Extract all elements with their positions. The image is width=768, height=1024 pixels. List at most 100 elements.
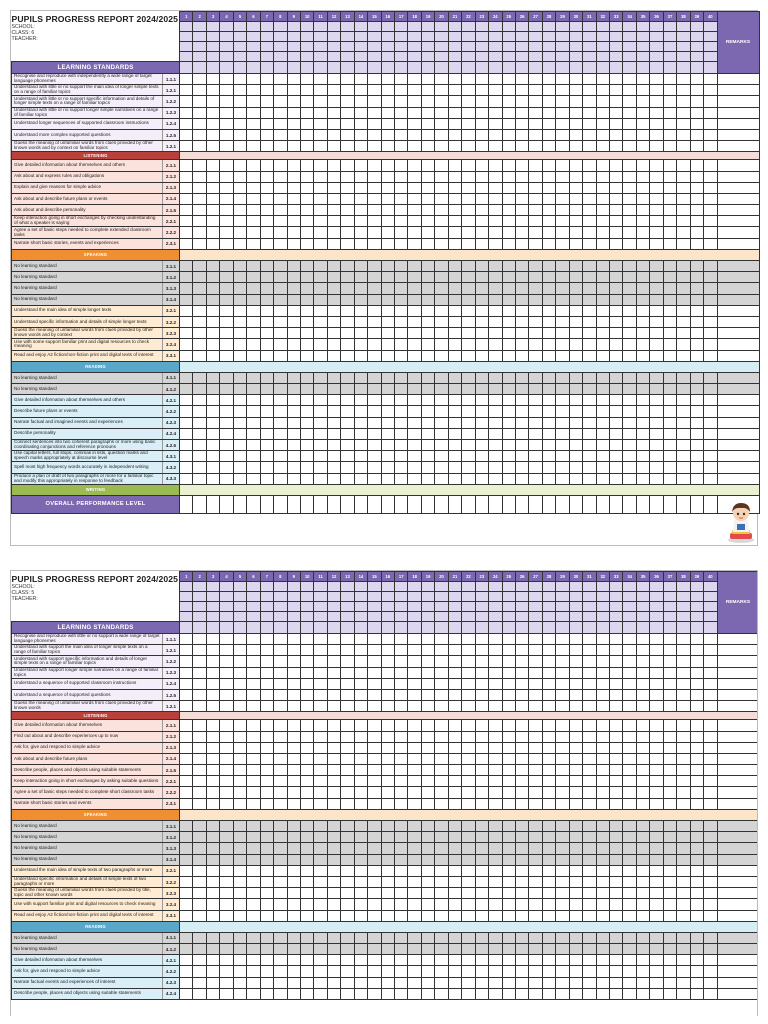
grade-cell[interactable]: [313, 461, 328, 474]
grade-cell[interactable]: [514, 204, 530, 217]
grade-cell[interactable]: [407, 730, 422, 743]
grade-cell[interactable]: [367, 666, 382, 679]
grade-cell[interactable]: [608, 887, 624, 900]
grade-cell[interactable]: [555, 797, 570, 810]
grade-cell[interactable]: [286, 304, 301, 317]
grade-cell[interactable]: [340, 954, 355, 967]
grade-cell[interactable]: [420, 666, 436, 679]
grade-cell[interactable]: [501, 170, 516, 183]
pupil-name-cell[interactable]: [541, 51, 557, 62]
grade-cell[interactable]: [313, 327, 328, 340]
grade-cell[interactable]: [662, 943, 678, 956]
remarks-cell[interactable]: [716, 666, 757, 679]
grade-cell[interactable]: [434, 786, 449, 799]
grade-cell[interactable]: [192, 117, 207, 130]
grade-cell[interactable]: [380, 259, 396, 273]
pupil-name-cell[interactable]: [514, 31, 530, 42]
pupil-name-cell[interactable]: [703, 51, 718, 62]
grade-cell[interactable]: [434, 700, 449, 713]
grade-cell[interactable]: [528, 117, 543, 130]
grade-cell[interactable]: [178, 719, 194, 732]
grade-cell[interactable]: [273, 371, 288, 385]
grade-cell[interactable]: [474, 887, 490, 900]
grade-cell[interactable]: [662, 976, 678, 989]
pupil-name-cell[interactable]: [380, 21, 396, 32]
grade-cell[interactable]: [555, 819, 570, 833]
grade-cell[interactable]: [326, 853, 342, 866]
grade-cell[interactable]: [461, 192, 476, 206]
grade-cell[interactable]: [582, 128, 597, 142]
pupil-name-cell[interactable]: [367, 21, 382, 32]
grade-cell[interactable]: [568, 472, 584, 485]
grade-cell[interactable]: [259, 170, 275, 183]
grade-cell[interactable]: [703, 304, 718, 317]
grade-cell[interactable]: [514, 461, 530, 474]
grade-cell[interactable]: [219, 95, 234, 108]
grade-cell[interactable]: [353, 192, 369, 206]
grade-cell[interactable]: [299, 95, 315, 108]
grade-cell[interactable]: [514, 117, 530, 130]
grade-cell[interactable]: [501, 338, 516, 351]
grade-cell[interactable]: [219, 315, 234, 329]
grade-cell[interactable]: [461, 730, 476, 743]
grade-cell[interactable]: [326, 128, 342, 142]
grade-cell[interactable]: [313, 677, 328, 690]
grade-cell[interactable]: [313, 226, 328, 239]
grade-cell[interactable]: [555, 215, 570, 228]
grade-cell[interactable]: [461, 170, 476, 183]
remarks-cell[interactable]: [716, 371, 760, 385]
grade-cell[interactable]: [568, 259, 584, 273]
grade-cell[interactable]: [528, 666, 543, 679]
grade-cell[interactable]: [555, 282, 570, 295]
grade-cell[interactable]: [273, 943, 288, 956]
grade-cell[interactable]: [662, 987, 678, 1001]
grade-cell[interactable]: [514, 853, 530, 866]
pupil-name-cell[interactable]: [514, 581, 530, 592]
pupil-name-cell[interactable]: [555, 581, 570, 592]
grade-cell[interactable]: [273, 644, 288, 657]
grade-cell[interactable]: [689, 427, 705, 441]
grade-cell[interactable]: [313, 819, 328, 833]
grade-cell[interactable]: [662, 293, 678, 306]
grade-cell[interactable]: [541, 898, 557, 911]
overall-level-cell[interactable]: [380, 494, 396, 514]
grade-cell[interactable]: [649, 752, 664, 766]
pupil-name-cell[interactable]: [662, 591, 678, 602]
pupil-name-cell[interactable]: [528, 61, 543, 74]
remarks-cell[interactable]: [716, 987, 757, 1001]
grade-cell[interactable]: [461, 719, 476, 732]
grade-cell[interactable]: [447, 741, 463, 754]
grade-cell[interactable]: [313, 204, 328, 217]
grade-cell[interactable]: [649, 315, 664, 329]
grade-cell[interactable]: [192, 741, 207, 754]
grade-cell[interactable]: [676, 864, 691, 877]
grade-cell[interactable]: [219, 655, 234, 668]
grade-cell[interactable]: [595, 371, 611, 385]
grade-cell[interactable]: [192, 84, 207, 97]
grade-cell[interactable]: [326, 282, 342, 295]
grade-cell[interactable]: [689, 864, 705, 877]
grade-cell[interactable]: [488, 304, 503, 317]
grade-cell[interactable]: [434, 677, 449, 690]
grade-cell[interactable]: [232, 644, 248, 657]
grade-cell[interactable]: [528, 84, 543, 97]
grade-cell[interactable]: [595, 976, 611, 989]
pupil-name-cell[interactable]: [313, 51, 328, 62]
pupil-name-cell[interactable]: [541, 611, 557, 622]
grade-cell[interactable]: [474, 204, 490, 217]
grade-cell[interactable]: [246, 271, 261, 284]
remarks-cell[interactable]: [716, 655, 757, 668]
grade-cell[interactable]: [407, 719, 422, 732]
grade-cell[interactable]: [595, 752, 611, 766]
grade-cell[interactable]: [582, 72, 597, 86]
grade-cell[interactable]: [689, 875, 705, 889]
pupil-name-cell[interactable]: [340, 611, 355, 622]
grade-cell[interactable]: [326, 719, 342, 732]
grade-cell[interactable]: [461, 181, 476, 194]
pupil-name-cell[interactable]: [246, 611, 261, 622]
grade-cell[interactable]: [299, 965, 315, 978]
grade-cell[interactable]: [514, 84, 530, 97]
grade-cell[interactable]: [219, 644, 234, 657]
grade-cell[interactable]: [353, 842, 369, 855]
grade-cell[interactable]: [340, 338, 355, 351]
